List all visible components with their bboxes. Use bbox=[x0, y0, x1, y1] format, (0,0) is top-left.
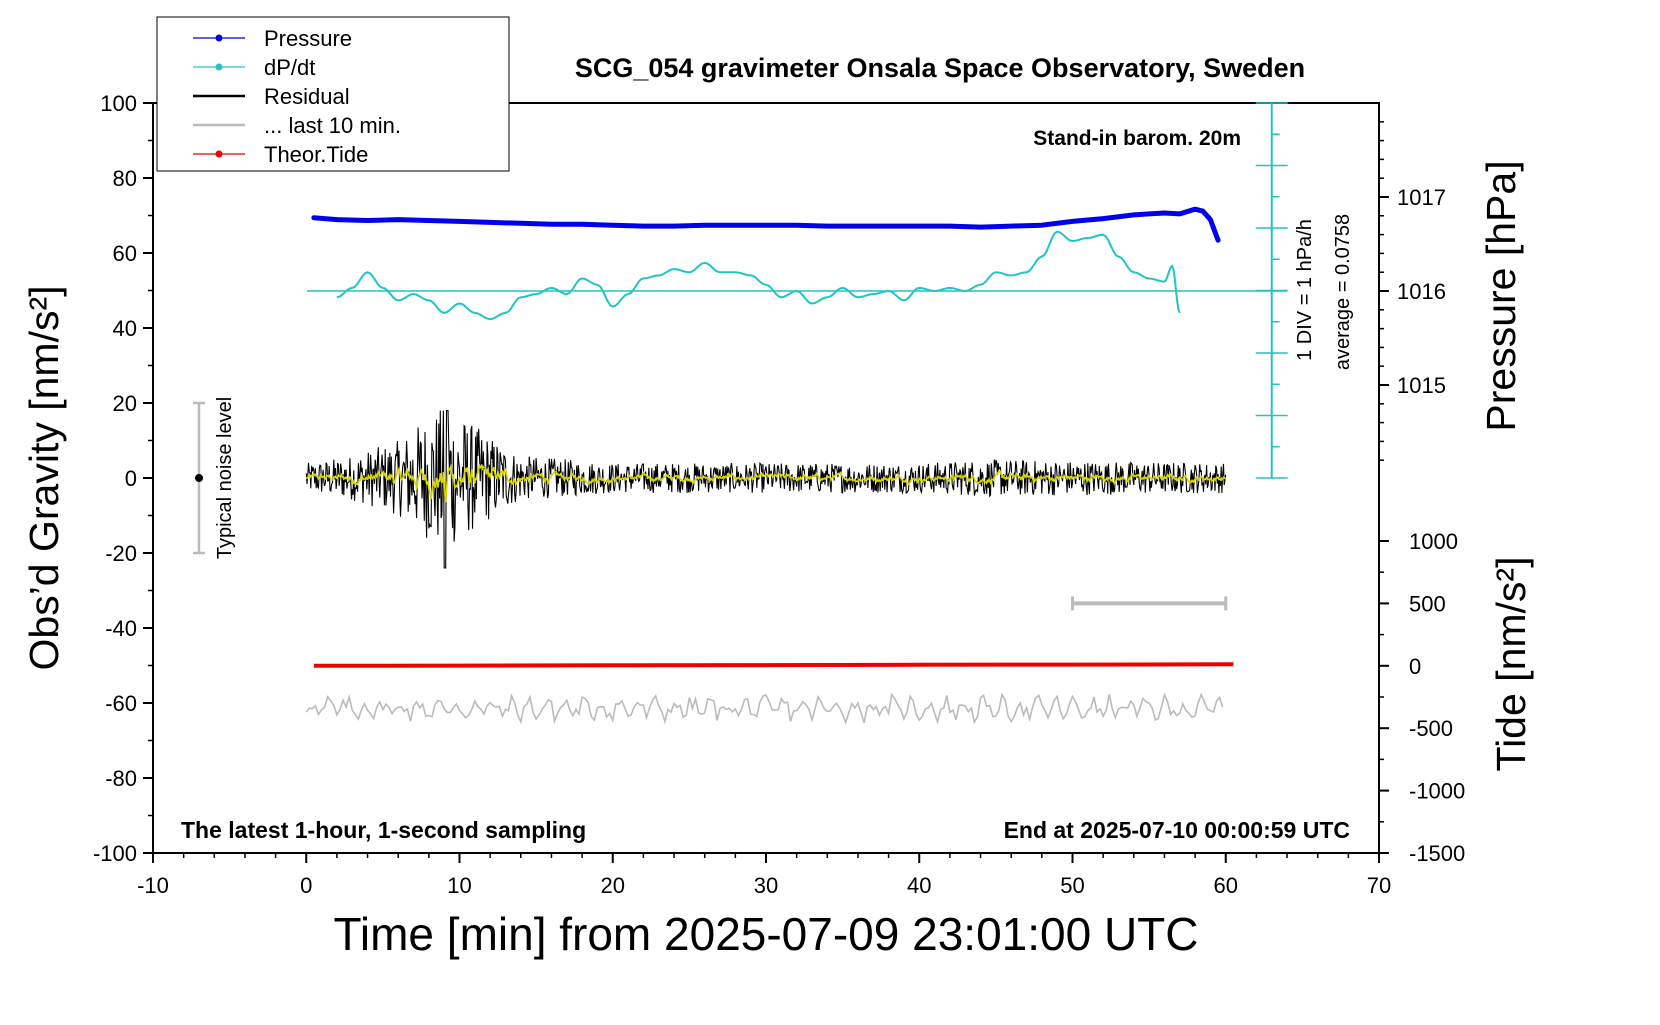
ten-minute-bar bbox=[1071, 596, 1228, 611]
x-tick-label: 30 bbox=[754, 873, 778, 898]
series-residual-smoothed bbox=[305, 463, 1227, 503]
series-dpdt bbox=[336, 230, 1181, 321]
pressure-tick-label: 1016 bbox=[1397, 279, 1446, 304]
y-axis-label-gravity: Obs’d Gravity [nm/s²] bbox=[21, 285, 67, 670]
noise-level-bar bbox=[192, 401, 205, 555]
x-axis-label: Time [min] from 2025-07-09 23:01:00 UTC bbox=[334, 908, 1199, 960]
legend-label: Pressure bbox=[264, 26, 352, 51]
end-time-note: End at 2025-07-10 00:00:59 UTC bbox=[1004, 817, 1350, 843]
chart-title: SCG_054 gravimeter Onsala Space Observat… bbox=[575, 53, 1305, 83]
x-tick-label: 70 bbox=[1367, 873, 1391, 898]
legend-marker bbox=[215, 34, 223, 42]
x-tick-label: 20 bbox=[601, 873, 625, 898]
tide-tick-label: 0 bbox=[1409, 654, 1421, 679]
y-axis-ticks: -100 -80 -60 -40 -20 0 20 40 60 80 100 bbox=[93, 91, 153, 866]
series-theor-tide bbox=[313, 662, 1234, 668]
y-tick-label: -60 bbox=[105, 691, 137, 716]
average-label: average = 0.0758 bbox=[1332, 214, 1354, 370]
tide-tick-label: -1000 bbox=[1409, 779, 1465, 804]
series-last-10-min bbox=[305, 692, 1224, 725]
x-tick-label: 50 bbox=[1060, 873, 1084, 898]
tide-tick-label: -500 bbox=[1409, 716, 1453, 741]
y-tick-label: 40 bbox=[113, 316, 137, 341]
legend-marker bbox=[215, 150, 223, 158]
legend-label: Residual bbox=[264, 84, 350, 109]
legend-label: dP/dt bbox=[264, 55, 315, 80]
y-tick-label: 80 bbox=[113, 166, 137, 191]
x-tick-label: 60 bbox=[1214, 873, 1238, 898]
y-tick-label: -20 bbox=[105, 541, 137, 566]
y-tick-label: 100 bbox=[100, 91, 137, 116]
x-axis-ticks: -10 0 10 20 30 40 50 60 70 bbox=[137, 853, 1391, 898]
noise-bar-dot bbox=[194, 474, 203, 482]
series-pressure bbox=[311, 206, 1221, 243]
y-axis-label-tide: Tide [nm/s²] bbox=[1488, 557, 1534, 772]
legend-box bbox=[156, 16, 510, 172]
y-tick-label: -80 bbox=[105, 766, 137, 791]
noise-label: Typical noise level bbox=[214, 397, 236, 559]
div-scale-label: 1 DIV = 1 hPa/h bbox=[1294, 219, 1316, 361]
tide-tick-label: 1000 bbox=[1409, 529, 1458, 554]
x-tick-label: 40 bbox=[907, 873, 931, 898]
x-tick-label: 0 bbox=[300, 873, 312, 898]
series-residual bbox=[305, 409, 1227, 569]
barometer-note: Stand-in barom. 20m bbox=[1033, 127, 1241, 150]
tide-tick-label: 500 bbox=[1409, 591, 1446, 616]
y-axis-label-pressure: Pressure [hPa] bbox=[1478, 160, 1524, 431]
tide-tick-label: -1500 bbox=[1409, 841, 1465, 866]
y-tick-label: 60 bbox=[113, 241, 137, 266]
y-tick-label: -40 bbox=[105, 616, 137, 641]
latest-note: The latest 1-hour, 1-second sampling bbox=[181, 817, 586, 843]
y-tick-label: 20 bbox=[113, 391, 137, 416]
x-tick-label: 10 bbox=[447, 873, 471, 898]
y-tick-label: 0 bbox=[125, 466, 137, 491]
legend: Pressure dP/dt Residual ... last 10 min. The… bbox=[193, 26, 401, 167]
legend-marker bbox=[215, 63, 223, 71]
y-tick-label: -100 bbox=[93, 841, 137, 866]
pressure-tick-label: 1015 bbox=[1397, 373, 1446, 398]
legend-label: Theor.Tide bbox=[264, 142, 368, 167]
legend-label: ... last 10 min. bbox=[264, 113, 401, 138]
x-tick-label: -10 bbox=[137, 873, 169, 898]
right-axis-ticks: 1015 1016 1017 -1500 -1000 -500 0 500 1000 bbox=[1379, 121, 1465, 866]
pressure-tick-label: 1017 bbox=[1397, 185, 1446, 210]
